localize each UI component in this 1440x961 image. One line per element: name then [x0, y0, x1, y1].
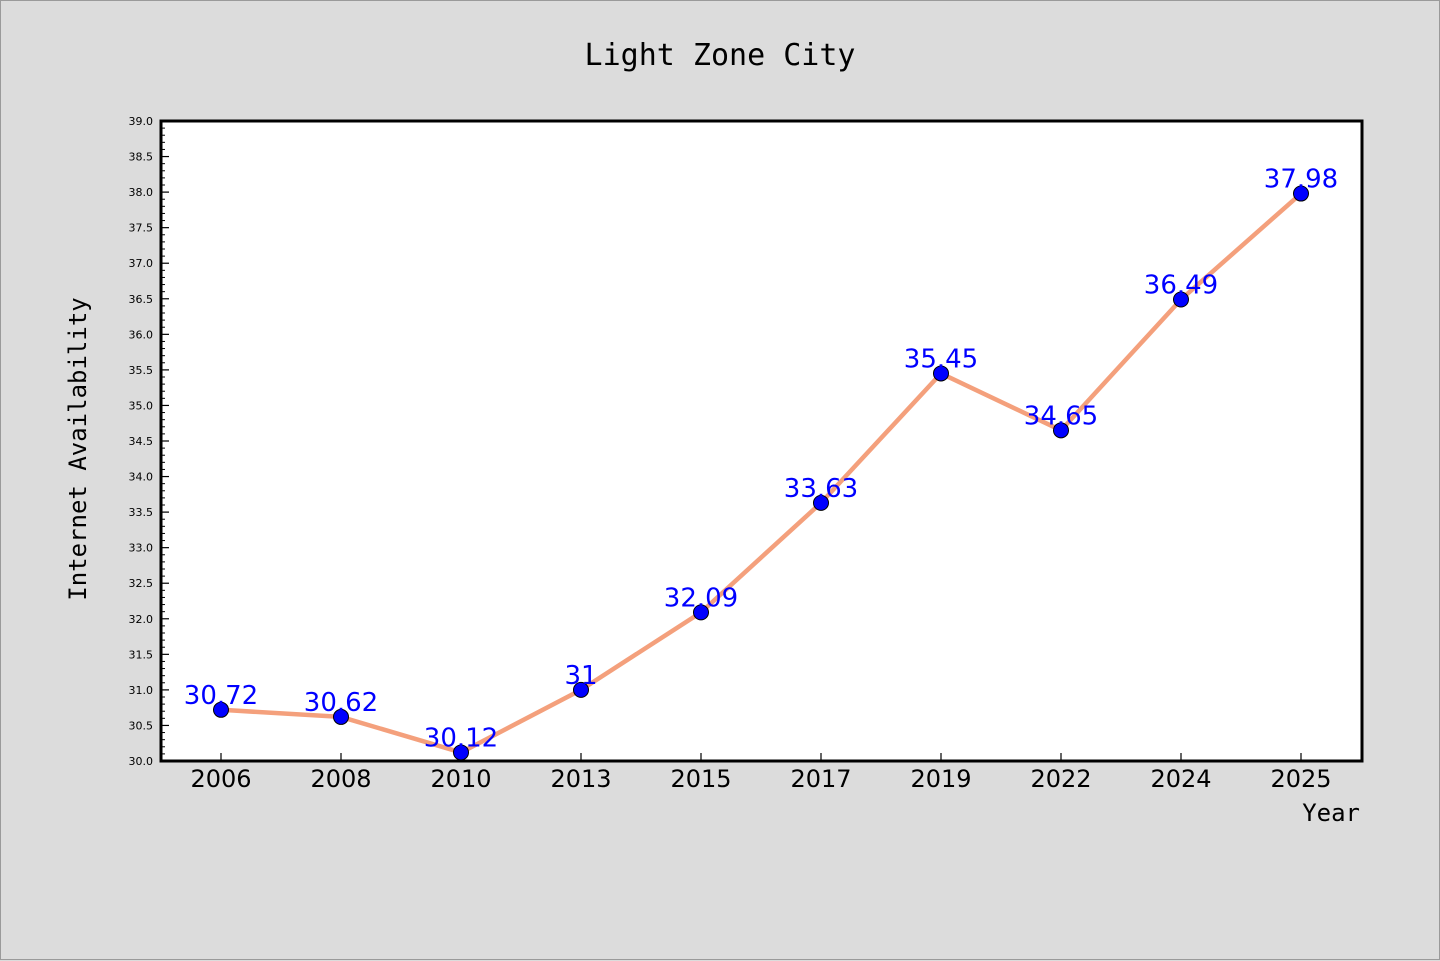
data-markers [213, 185, 1309, 761]
data-label: 33.63 [784, 474, 858, 504]
data-point [813, 494, 829, 511]
data-point [333, 708, 349, 725]
x-tick-label: 2025 [1270, 765, 1331, 793]
x-tick-label: 2015 [670, 765, 731, 793]
data-point [1293, 185, 1309, 202]
data-label: 32.09 [664, 583, 738, 613]
x-tick-label: 2019 [910, 765, 971, 793]
y-tick-label: 36.0 [129, 328, 154, 341]
y-tick-label: 37.0 [129, 257, 154, 270]
y-tick-label: 30.0 [129, 755, 154, 768]
y-tick-label: 30.5 [129, 719, 154, 732]
x-axis: 2006 2008 2010 2013 2015 2017 2019 2022 2024 2025 [190, 753, 1332, 793]
data-label: 30.12 [424, 723, 498, 753]
y-tick-label: 32.5 [129, 577, 154, 590]
x-tick-label: 2022 [1030, 765, 1091, 793]
y-tick-label: 35.0 [129, 399, 154, 412]
y-tick-label: 32.0 [129, 613, 154, 626]
data-point [573, 681, 589, 698]
y-tick-label: 37.5 [129, 222, 154, 235]
data-point [1053, 422, 1069, 439]
x-axis-label: Year [1302, 799, 1360, 827]
y-tick-label: 36.5 [129, 293, 154, 306]
data-point [693, 604, 709, 621]
data-labels: 30.72 30.62 30.12 31 32.09 33.63 35.45 34.65 36.… [184, 165, 1338, 754]
y-tick-label: 35.5 [129, 364, 154, 377]
data-point [213, 701, 229, 718]
y-tick-label: 34.5 [129, 435, 154, 448]
data-label: 36.49 [1144, 270, 1218, 300]
data-label: 30.72 [184, 681, 258, 711]
x-tick-label: 2017 [790, 765, 851, 793]
y-tick-label: 38.5 [129, 151, 154, 164]
data-point [1173, 291, 1189, 308]
y-tick-label: 34.0 [129, 471, 154, 484]
y-tick-label: 39.0 [129, 115, 154, 128]
x-tick-label: 2010 [430, 765, 491, 793]
chart-title: Light Zone City [585, 38, 856, 73]
y-tick-label: 31.0 [129, 684, 154, 697]
data-label: 37.98 [1264, 165, 1338, 195]
plot-area [161, 121, 1362, 761]
data-label: 35.45 [904, 344, 978, 374]
x-tick-label: 2008 [310, 765, 371, 793]
y-tick-label: 38.0 [129, 186, 154, 199]
x-tick-label: 2024 [1150, 765, 1211, 793]
data-label: 30.62 [304, 688, 378, 718]
y-tick-label: 33.0 [129, 542, 154, 555]
series-line [218, 191, 1304, 755]
data-label: 34.65 [1024, 401, 1098, 431]
data-label: 31 [564, 661, 597, 691]
y-tick-label: 33.5 [129, 506, 154, 519]
data-point [933, 365, 949, 382]
x-tick-label: 2006 [190, 765, 251, 793]
plot-border [159, 119, 1364, 763]
y-tick-label: 31.5 [129, 648, 154, 661]
y-axis-label: Internet Availability [64, 297, 92, 600]
x-tick-label: 2013 [550, 765, 611, 793]
